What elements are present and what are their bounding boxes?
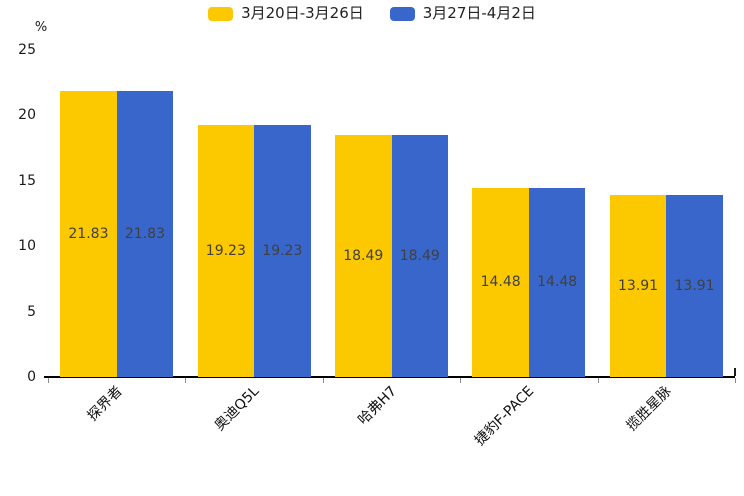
bar-week1-探界者 (60, 91, 117, 377)
bar-week2-奥迪Q5L (254, 125, 311, 377)
x-axis-tick (322, 378, 324, 383)
y-tick-label: 15 (18, 172, 36, 189)
bar-week2-揽胜星脉 (666, 195, 723, 377)
legend-swatch-yellow-icon (208, 6, 234, 21)
bar-week2-探界者 (116, 91, 174, 377)
y-tick-label: 0 (27, 369, 36, 385)
y-tick-label: 10 (18, 238, 36, 255)
x-axis-tick (460, 378, 462, 383)
x-category-label: 奥迪Q5L (211, 383, 263, 435)
bar-week1-捷豹F-PACE (472, 187, 529, 377)
x-axis-tick (735, 378, 736, 383)
x-axis-tick (48, 378, 49, 383)
x-category-label: 探界者 (84, 383, 126, 425)
x-category-label: 捷豹F-PACE (472, 383, 538, 449)
y-tick-label: 5 (27, 303, 36, 320)
chart-legend: 3月20日-3月26日 3月27日-4月2日 (0, 6, 744, 21)
x-category-label: 哈弗H7 (355, 383, 401, 429)
x-axis-line (44, 376, 735, 378)
y-tick-label: 25 (18, 42, 36, 58)
axis-end-tick (734, 368, 736, 376)
y-tick-label: 20 (18, 107, 36, 124)
legend-label: 3月20日-3月26日 (241, 4, 364, 22)
legend-item-week2: 3月27日-4月2日 (389, 4, 536, 22)
legend-label: 3月27日-4月2日 (422, 4, 536, 22)
bar-week1-奥迪Q5L (197, 125, 255, 377)
bar-week1-揽胜星脉 (609, 195, 667, 377)
x-axis-tick (185, 378, 187, 383)
x-category-label: 揽胜星脉 (624, 383, 675, 435)
x-axis-tick (597, 378, 599, 383)
bar-week2-哈弗H7 (391, 135, 448, 377)
bar-week2-捷豹F-PACE (528, 187, 586, 377)
bar-week1-哈弗H7 (335, 135, 392, 377)
y-axis-unit-label: % (34, 20, 48, 35)
legend-item-week1: 3月20日-3月26日 (208, 6, 364, 21)
legend-swatch-blue-icon (389, 6, 415, 21)
